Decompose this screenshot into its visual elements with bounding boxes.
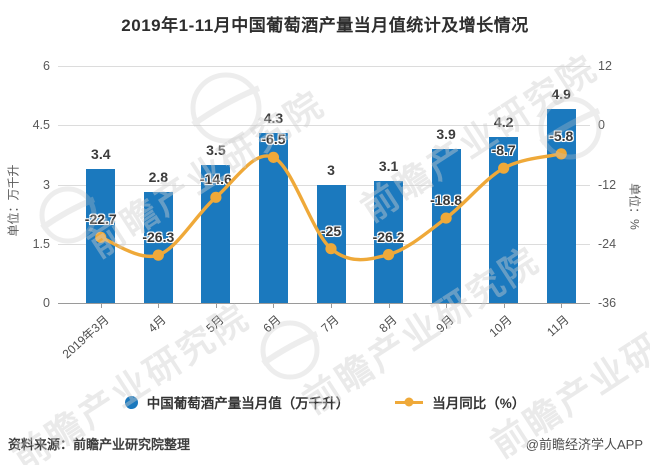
y-axis-tick-label-left: 3 [43, 177, 50, 192]
x-axis-line [58, 303, 590, 304]
y-axis-tick-label-right: -12 [598, 177, 617, 192]
line-value-label: -18.8 [430, 192, 463, 209]
grid-line [58, 125, 590, 127]
y-axis-tick-label-left: 0 [43, 296, 50, 310]
credit-text: @前瞻经济学人APP [525, 437, 643, 452]
bar-value-label: 3.9 [436, 125, 456, 142]
y-axis-tick-label-left: 6 [43, 59, 50, 73]
x-axis-tick [561, 303, 563, 308]
line-series-marker-icon [395, 397, 424, 407]
line-series-dot-icon [404, 397, 414, 407]
bar-value-label: 4.9 [551, 86, 571, 103]
line-value-label: -14.6 [199, 171, 232, 188]
source-text: 资料来源：前瞻产业研究院整理 [8, 437, 191, 452]
line-value-label: -6.5 [261, 131, 286, 148]
growth-line-point [498, 162, 510, 174]
legend-item-label: 当月同比（%） [432, 396, 526, 411]
growth-line-point [382, 249, 395, 261]
x-axis-tick [388, 303, 390, 308]
growth-line-point [152, 249, 164, 261]
x-axis-tick [331, 303, 332, 308]
bar-value-label: 4.3 [263, 110, 284, 127]
line-value-label: -5.8 [549, 127, 574, 144]
y-axis-tick-label-right: -24 [598, 236, 617, 251]
growth-line-point [555, 148, 567, 160]
x-axis-tick [158, 303, 160, 308]
y-axis-tick-label-right: -36 [598, 296, 617, 310]
bar-value-label: 3.4 [91, 145, 111, 162]
bar-value-label: 3.5 [206, 141, 226, 158]
bar-value-label: 4.2 [493, 114, 514, 131]
x-axis-tick [100, 303, 102, 308]
chart-title: 2019年1-11月中国葡萄酒产量当月值统计及增长情况 [121, 16, 529, 35]
growth-line [100, 152, 562, 262]
legend: 中国葡萄酒产量当月值（万千升） 当月同比（%） [0, 392, 650, 412]
line-value-label: -8.7 [491, 142, 516, 159]
growth-line-point [267, 151, 280, 163]
line-value-label: -22.7 [84, 211, 117, 228]
y-axis-tick-label-left: 1.5 [32, 236, 50, 251]
x-axis-tick [503, 303, 505, 308]
line-value-label: -26.2 [372, 228, 405, 245]
x-axis-tick [215, 303, 217, 308]
bar-series-marker-icon [124, 395, 138, 409]
legend-item-growth[interactable]: 当月同比（%） [395, 392, 525, 412]
line-value-label: -26.3 [142, 229, 175, 246]
growth-line-point [325, 243, 337, 255]
x-axis-tick [446, 303, 448, 308]
bar-value-label: 3 [327, 161, 335, 178]
line-value-label: -25 [320, 222, 342, 239]
grid-line [58, 66, 590, 67]
footer: 资料来源：前瞻产业研究院整理 @前瞻经济学人APP [8, 434, 643, 453]
bar-value-label: 2.8 [148, 169, 169, 186]
bar-value-label: 3.1 [378, 157, 399, 174]
production-bar [546, 109, 576, 303]
y-axis-tick-label-right: 0 [598, 118, 605, 133]
y-axis-tick-label-right: 12 [598, 59, 612, 73]
y-axis-tick-label-left: 4.5 [32, 118, 50, 133]
production-bar [374, 180, 404, 303]
legend-item-label: 中国葡萄酒产量当月值（万千升） [146, 396, 350, 411]
growth-line-point [210, 191, 222, 203]
growth-line-point [95, 231, 107, 243]
growth-line-point [440, 212, 452, 224]
legend-item-production[interactable]: 中国葡萄酒产量当月值（万千升） [124, 392, 350, 412]
x-axis-tick [273, 303, 275, 308]
